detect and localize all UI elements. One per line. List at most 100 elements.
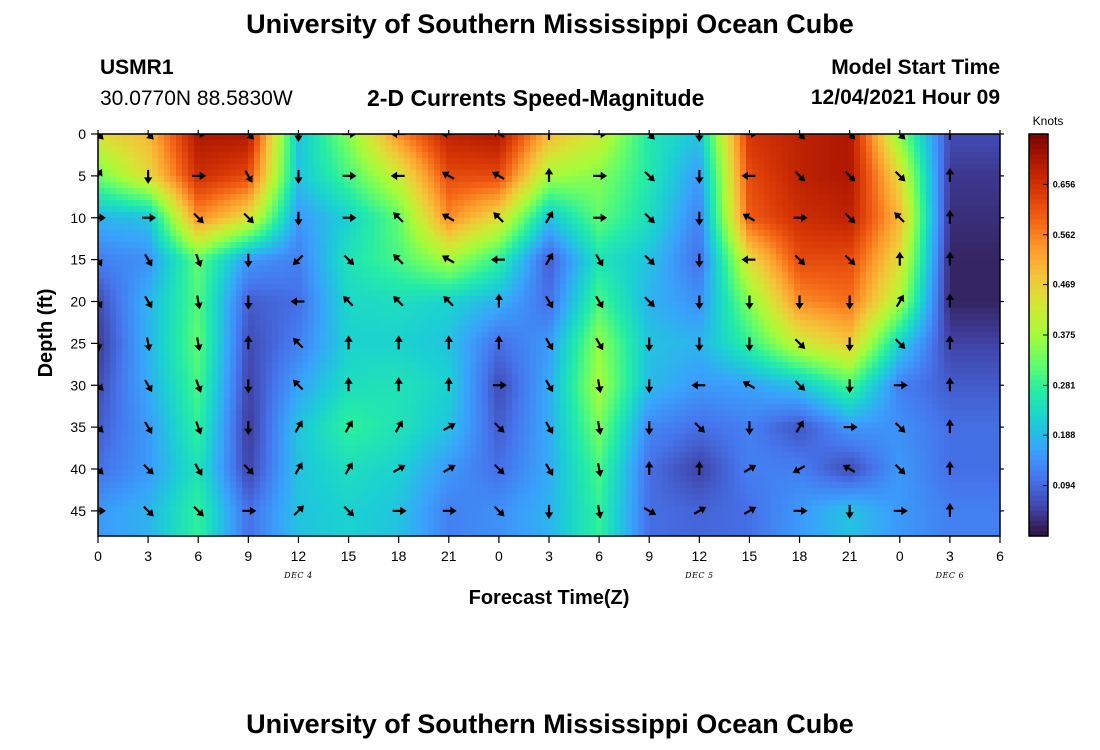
- heatmap-cell: [986, 278, 993, 285]
- heatmap-cell: [212, 278, 219, 285]
- heatmap-cell: [992, 296, 999, 303]
- heatmap-cell: [326, 266, 333, 273]
- heatmap-cell: [524, 254, 531, 261]
- heatmap-cell: [476, 290, 483, 297]
- heatmap-cell: [224, 212, 231, 219]
- heatmap-cell: [362, 272, 369, 279]
- heatmap-cell: [974, 158, 981, 165]
- heatmap-cell: [962, 188, 969, 195]
- heatmap-cell: [680, 320, 687, 327]
- heatmap-cell: [284, 272, 291, 279]
- heatmap-cell: [902, 284, 909, 291]
- heatmap-cell: [350, 320, 357, 327]
- heatmap-cell: [716, 218, 723, 225]
- heatmap-cell: [650, 278, 657, 285]
- heatmap-cell: [668, 308, 675, 315]
- heatmap-cell: [260, 164, 267, 171]
- heatmap-cell: [512, 200, 519, 207]
- heatmap-cell: [662, 272, 669, 279]
- heatmap-cell: [596, 146, 603, 153]
- heatmap-cell: [980, 158, 987, 165]
- heatmap-cell: [236, 212, 243, 219]
- heatmap-cell: [278, 326, 285, 333]
- heatmap-cell: [146, 308, 153, 315]
- heatmap-cell: [254, 224, 261, 231]
- heatmap-cell: [992, 254, 999, 261]
- heatmap-cell: [602, 248, 609, 255]
- heatmap-cell: [290, 188, 297, 195]
- heatmap-cell: [362, 314, 369, 321]
- heatmap-cell: [704, 164, 711, 171]
- heatmap-cell: [908, 326, 915, 333]
- heatmap-cell: [416, 326, 423, 333]
- heatmap-cell: [914, 224, 921, 231]
- heatmap-cell: [350, 272, 357, 279]
- heatmap-cell: [908, 266, 915, 273]
- heatmap-cell: [584, 308, 591, 315]
- heatmap-cell: [308, 176, 315, 183]
- heatmap-cell: [644, 230, 651, 237]
- heatmap-cell: [938, 188, 945, 195]
- heatmap-cell: [776, 164, 783, 171]
- heatmap-cell: [746, 200, 753, 207]
- heatmap-cell: [398, 254, 405, 261]
- heatmap-cell: [242, 164, 249, 171]
- heatmap-cell: [266, 182, 273, 189]
- heatmap-cell: [548, 320, 555, 327]
- heatmap-cell: [974, 164, 981, 171]
- heatmap-cell: [842, 206, 849, 213]
- heatmap-cell: [728, 320, 735, 327]
- heatmap-cell: [698, 170, 705, 177]
- heatmap-cell: [218, 170, 225, 177]
- heatmap-cell: [488, 266, 495, 273]
- heatmap-cell: [554, 284, 561, 291]
- heatmap-cell: [824, 266, 831, 273]
- heatmap-cell: [650, 314, 657, 321]
- heatmap-cell: [284, 296, 291, 303]
- heatmap-cell: [722, 320, 729, 327]
- heatmap-cell: [884, 164, 891, 171]
- heatmap-cell: [860, 164, 867, 171]
- heatmap-cell: [206, 182, 213, 189]
- heatmap-cell: [380, 188, 387, 195]
- heatmap-cell: [374, 278, 381, 285]
- heatmap-cell: [848, 254, 855, 261]
- heatmap-cell: [674, 158, 681, 165]
- heatmap-cell: [242, 182, 249, 189]
- heatmap-cell: [284, 308, 291, 315]
- heatmap-cell: [374, 182, 381, 189]
- heatmap-cell: [506, 182, 513, 189]
- heatmap-cell: [194, 320, 201, 327]
- heatmap-cell: [230, 206, 237, 213]
- heatmap-cell: [512, 212, 519, 219]
- heatmap-cell: [266, 302, 273, 309]
- heatmap-cell: [746, 278, 753, 285]
- heatmap-cell: [554, 200, 561, 207]
- heatmap-cell: [392, 266, 399, 273]
- heatmap-cell: [578, 248, 585, 255]
- heatmap-cell: [638, 314, 645, 321]
- heatmap-cell: [512, 224, 519, 231]
- heatmap-cell: [884, 182, 891, 189]
- heatmap-cell: [458, 140, 465, 147]
- heatmap-cell: [638, 152, 645, 159]
- heatmap-cell: [662, 182, 669, 189]
- heatmap-cell: [236, 140, 243, 147]
- heatmap-cell: [746, 290, 753, 297]
- heatmap-cell: [554, 314, 561, 321]
- heatmap-cell: [314, 236, 321, 243]
- heatmap-cell: [752, 260, 759, 267]
- heatmap-cell: [560, 254, 567, 261]
- heatmap-cell: [218, 206, 225, 213]
- heatmap-cell: [878, 272, 885, 279]
- heatmap-cell: [188, 152, 195, 159]
- heatmap-cell: [608, 140, 615, 147]
- heatmap-cell: [554, 212, 561, 219]
- heatmap-cell: [674, 284, 681, 291]
- heatmap-cell: [398, 134, 405, 141]
- heatmap-cell: [950, 320, 957, 327]
- heatmap-cell: [968, 260, 975, 267]
- heatmap-cell: [260, 146, 267, 153]
- heatmap-cell: [350, 236, 357, 243]
- heatmap-cell: [110, 320, 117, 327]
